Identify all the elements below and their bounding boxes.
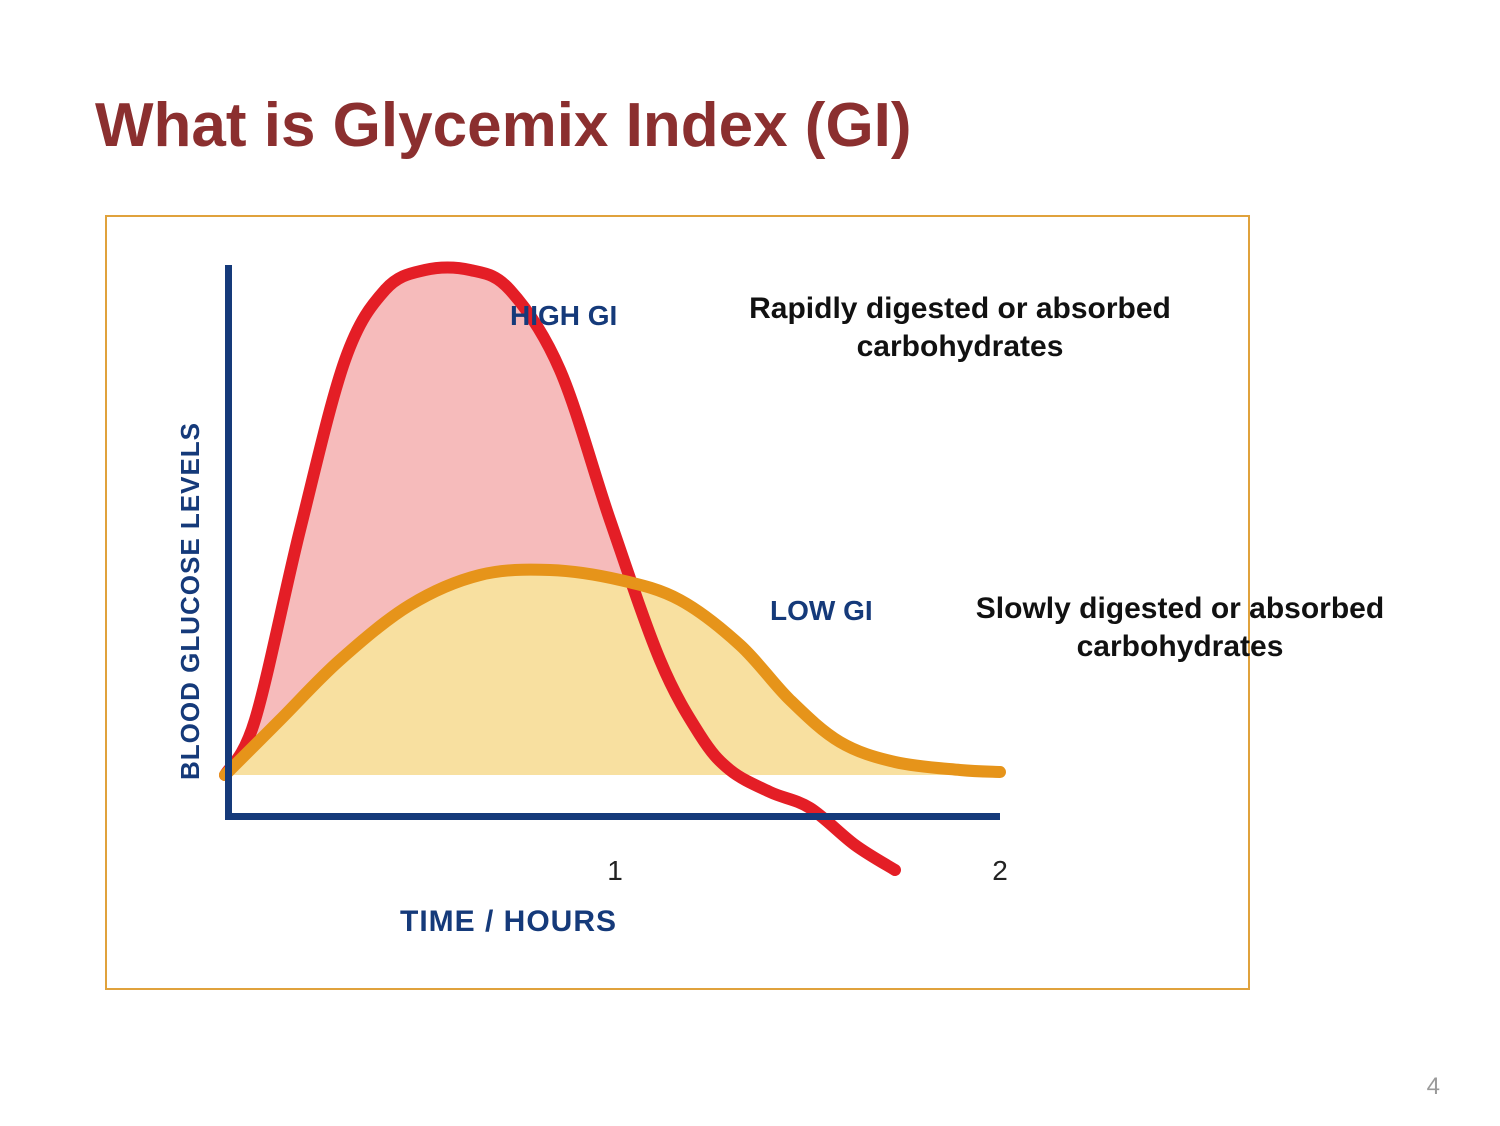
- x-axis: [225, 813, 1000, 820]
- x-tick-1: 1: [595, 855, 635, 887]
- series-label-low-gi: LOW GI: [770, 595, 873, 627]
- annotation-line: carbohydrates: [1077, 630, 1284, 663]
- slide-number: 4: [1427, 1073, 1440, 1101]
- annotation-low-gi: Slowly digested or absorbed carbohydrate…: [930, 590, 1430, 665]
- y-axis-label: BLOOD GLUCOSE LEVELS: [175, 422, 206, 780]
- x-axis-label: TIME / HOURS: [400, 905, 617, 939]
- y-axis: [225, 265, 232, 820]
- annotation-line: carbohydrates: [857, 330, 1064, 363]
- annotation-high-gi: Rapidly digested or absorbed carbohydrat…: [690, 290, 1230, 365]
- slide: What is Glycemix Index (GI) BLOOD GLUCOS…: [0, 0, 1500, 1126]
- annotation-line: Slowly digested or absorbed: [976, 592, 1384, 625]
- annotation-line: Rapidly digested or absorbed: [749, 292, 1171, 325]
- series-label-high-gi: HIGH GI: [510, 300, 617, 332]
- x-tick-2: 2: [980, 855, 1020, 887]
